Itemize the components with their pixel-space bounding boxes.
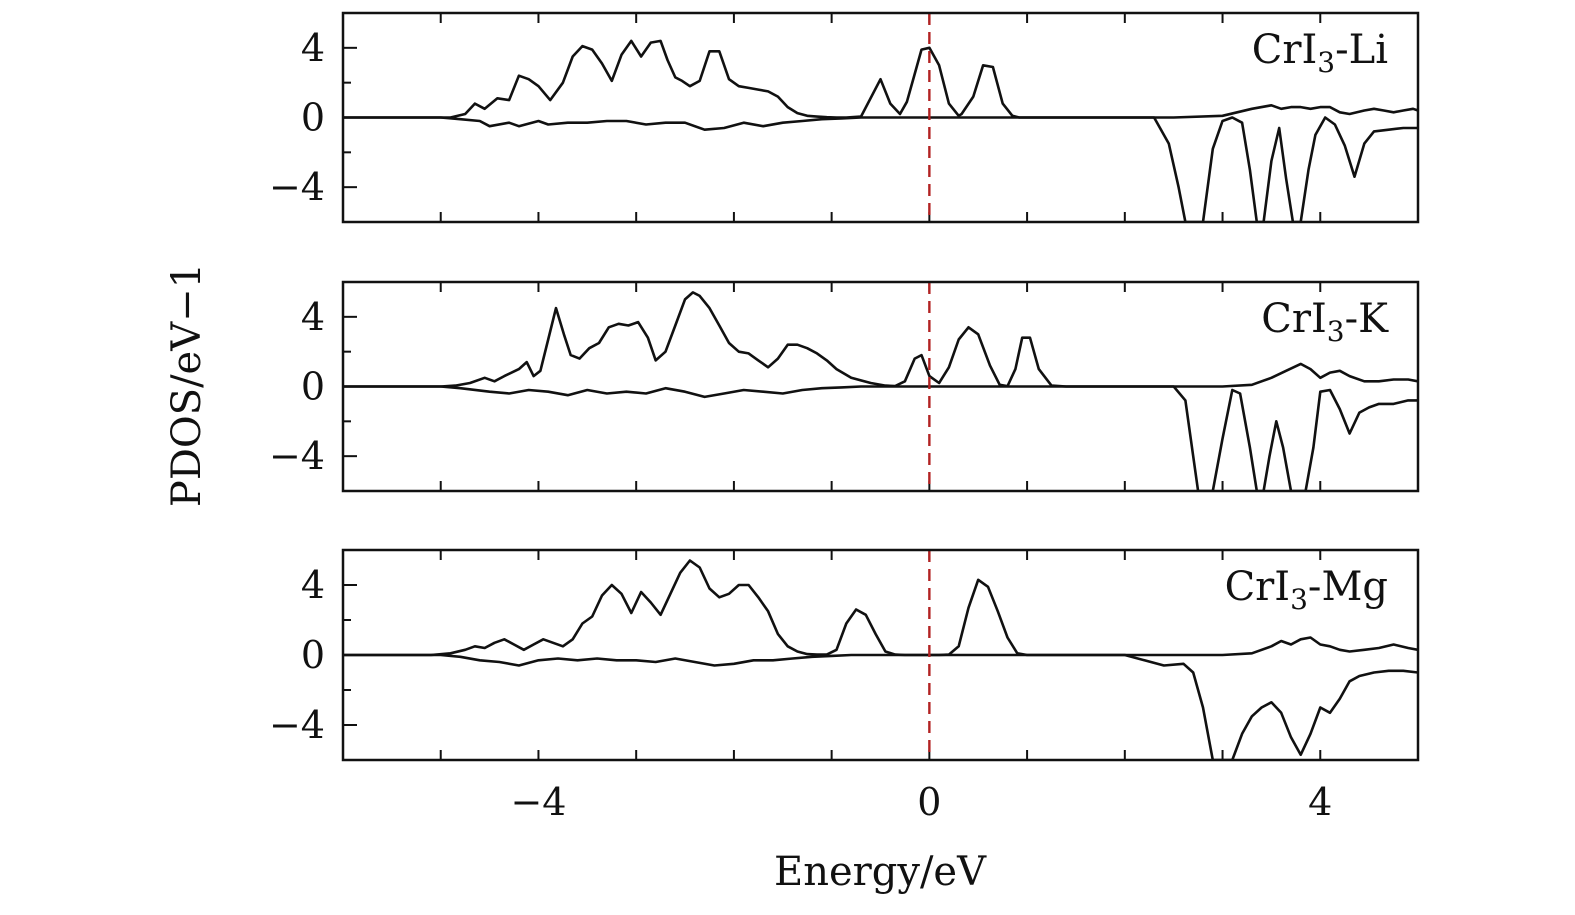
x-tick-label: 0 [917, 780, 941, 824]
y-tick-label: 4 [301, 26, 325, 70]
x-tick-label: 4 [1308, 780, 1332, 824]
y-tick-label: 0 [301, 96, 325, 140]
series-line-spin-down [343, 653, 1418, 760]
panel-label: CrI3-Mg [1225, 564, 1388, 616]
y-axis-title: PDOS/eV−1 [164, 263, 210, 507]
panel-label: CrI3-K [1261, 296, 1389, 348]
y-tick-label: 0 [301, 633, 325, 677]
y-tick-label: −4 [269, 703, 325, 747]
panel-frame [341, 280, 1420, 493]
x-axis-title: Energy/eV [774, 849, 987, 895]
y-tick-label: 4 [301, 295, 325, 339]
x-axis-tick-labels: −4 0 4 [510, 780, 1332, 824]
panel-frame [341, 548, 1420, 762]
panels-group: 4 0 −4 CrI3-Li 4 0 −4 CrI3-K 4 0 −4 CrI3-Mg [269, 11, 1420, 762]
panel-2: 4 0 −4 CrI3-K [269, 280, 1420, 493]
y-tick-label: −4 [269, 165, 325, 209]
series-line-spin-down [343, 385, 1418, 491]
x-tick-label: −4 [510, 780, 566, 824]
y-tick-label: 0 [301, 365, 325, 409]
panel-frame [341, 11, 1420, 224]
y-tick-label: −4 [269, 434, 325, 478]
panel-1: 4 0 −4 CrI3-Li [269, 11, 1420, 224]
series-line-spin-up [343, 291, 1418, 388]
panel-label: CrI3-Li [1252, 27, 1388, 79]
panel-3: 4 0 −4 CrI3-Mg [269, 548, 1420, 762]
series-line-spin-down [343, 116, 1418, 222]
y-tick-label: 4 [301, 563, 325, 607]
series-line-spin-up [343, 559, 1418, 657]
